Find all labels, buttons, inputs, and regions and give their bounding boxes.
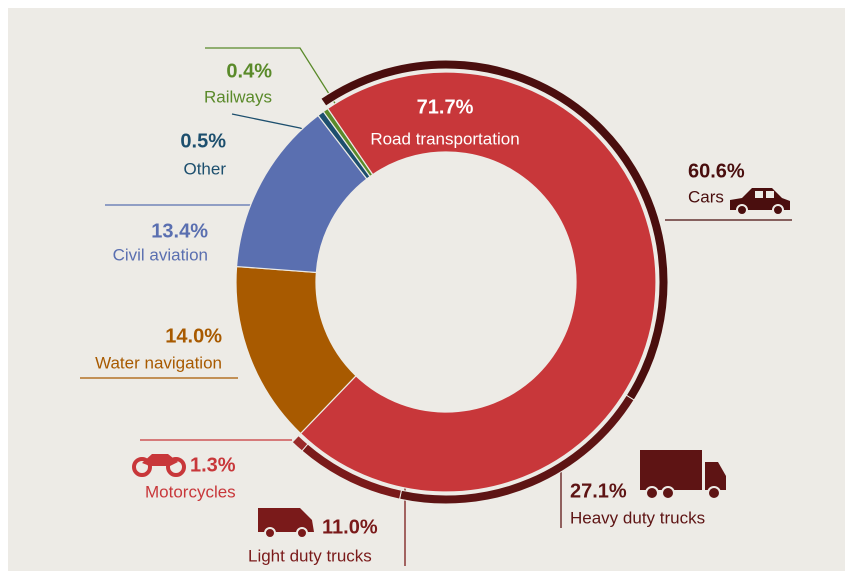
icons [132, 188, 790, 539]
category-label: Road transportation [370, 129, 519, 148]
donut-segment [322, 107, 374, 178]
motorcycle-icon [132, 454, 186, 477]
value-label: 13.4% [151, 220, 208, 242]
heavy-truck-icon [640, 450, 726, 500]
outer-segment [291, 434, 309, 452]
category-label: Railways [204, 87, 272, 106]
value-label: 14.0% [165, 325, 222, 347]
category-label: Water navigation [95, 353, 222, 372]
light-truck-icon [258, 508, 314, 539]
rings [235, 59, 669, 505]
value-label: 71.7% [417, 96, 474, 118]
category-label: Light duty trucks [248, 546, 372, 565]
category-label: Motorcycles [145, 482, 236, 501]
category-label: Civil aviation [113, 245, 208, 264]
value-label: 11.0% [322, 516, 378, 538]
category-label: Cars [688, 187, 724, 206]
car-icon [730, 188, 790, 216]
donut-segment [299, 71, 657, 493]
value-label: 60.6% [688, 160, 745, 182]
value-label: 0.4% [226, 60, 272, 82]
category-label: Other [183, 159, 226, 178]
value-label: 1.3% [190, 454, 236, 476]
value-label: 27.1% [570, 480, 627, 502]
category-label: Heavy duty trucks [570, 508, 705, 527]
value-label: 0.5% [180, 130, 226, 152]
